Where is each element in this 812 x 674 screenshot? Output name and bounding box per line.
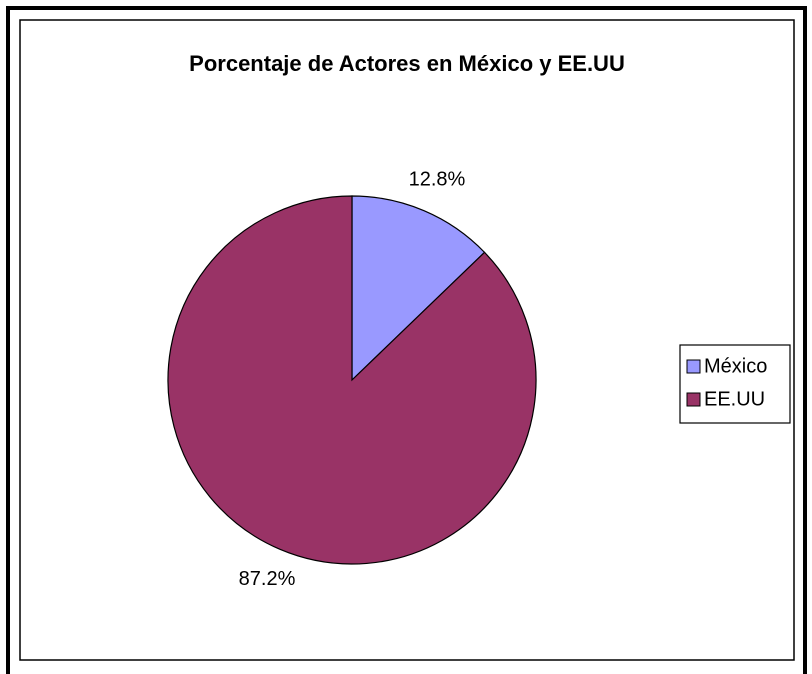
chart-frame — [19, 19, 795, 661]
outer-frame — [6, 6, 807, 674]
legend-box — [679, 344, 791, 424]
legend-swatch — [686, 359, 701, 374]
pie-slice — [167, 195, 537, 565]
pie-slice — [351, 195, 486, 382]
legend-label: EE.UU — [704, 388, 765, 410]
legend-label: México — [704, 355, 767, 377]
data-label: 12.8% — [409, 168, 466, 190]
legend-swatch — [686, 392, 701, 407]
chart-title: Porcentaje de Actores en México y EE.UU — [189, 51, 625, 76]
data-label: 87.2% — [239, 568, 296, 590]
